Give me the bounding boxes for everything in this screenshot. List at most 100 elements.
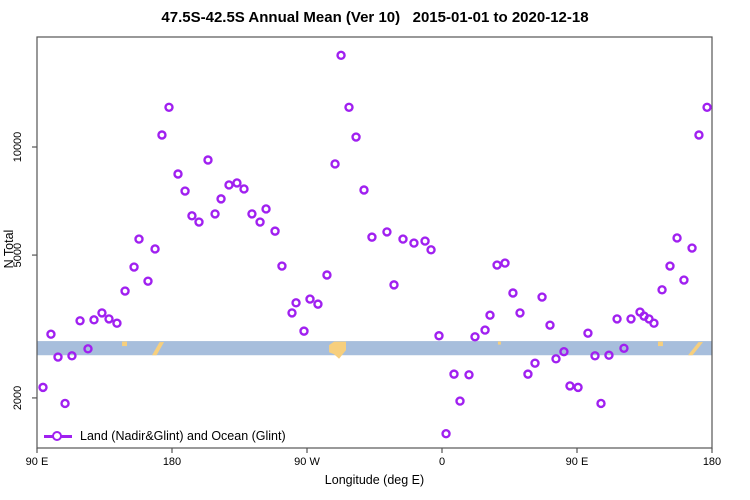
x-tick-label: 0 — [439, 456, 445, 468]
data-point — [565, 381, 575, 391]
data-point — [239, 184, 249, 194]
land-patch — [152, 342, 165, 356]
data-point — [60, 398, 70, 409]
data-point — [523, 369, 533, 379]
data-point — [470, 332, 480, 342]
data-point — [596, 398, 606, 409]
data-point — [480, 325, 490, 335]
data-point — [702, 102, 712, 112]
data-point — [545, 320, 555, 330]
data-point — [83, 344, 93, 354]
data-point — [173, 169, 183, 179]
x-tick-label: 90 E — [26, 456, 49, 468]
data-point — [672, 233, 682, 243]
data-point — [367, 232, 377, 242]
data-point — [344, 102, 354, 112]
x-axis-title: Longitude (deg E) — [324, 473, 425, 487]
data-point — [53, 352, 63, 362]
data-point — [537, 292, 547, 302]
open-circle-icon — [52, 430, 62, 441]
legend: Land (Nadir&Glint) and Ocean (Glint) — [44, 428, 286, 444]
legend-marker-icon — [44, 428, 72, 444]
data-point — [336, 50, 346, 61]
data-point — [120, 286, 130, 296]
data-point — [382, 227, 392, 237]
data-point — [104, 314, 114, 324]
data-point — [150, 244, 160, 254]
data-point — [604, 350, 614, 360]
data-point — [330, 159, 340, 169]
data-point — [46, 329, 56, 339]
data-point — [270, 226, 280, 236]
data-point — [687, 243, 697, 253]
data-point — [665, 261, 675, 271]
data-point — [626, 314, 636, 324]
data-point — [194, 217, 204, 227]
legend-label: Land (Nadir&Glint) and Ocean (Glint) — [80, 429, 286, 443]
data-point — [455, 396, 465, 406]
data-point — [619, 343, 629, 353]
data-point — [187, 211, 197, 221]
y-tick-label: 5000 — [12, 243, 24, 267]
data-point — [322, 270, 332, 280]
data-point — [97, 308, 107, 318]
data-point — [559, 347, 569, 357]
data-point — [305, 294, 315, 304]
data-point — [464, 370, 474, 380]
data-point — [203, 155, 213, 165]
data-point — [492, 260, 502, 270]
data-point — [143, 276, 153, 286]
data-point — [164, 102, 174, 112]
data-point — [129, 262, 139, 272]
data-point — [583, 328, 593, 338]
data-point — [359, 185, 369, 195]
data-point — [500, 258, 510, 268]
data-point — [573, 382, 583, 393]
data-point — [224, 180, 234, 190]
data-point — [551, 354, 561, 364]
data-point — [38, 382, 48, 393]
land-patch — [688, 342, 703, 356]
data-point — [180, 186, 190, 196]
data-point — [299, 326, 309, 336]
chart-title: 47.5S-42.5S Annual Mean (Ver 10) 2015-01… — [161, 9, 589, 26]
data-point — [351, 132, 361, 142]
data-point — [508, 288, 518, 298]
data-point — [657, 285, 667, 295]
data-point — [287, 308, 297, 318]
data-point — [530, 358, 540, 368]
data-point — [277, 261, 287, 271]
y-tick-label: 10000 — [12, 132, 24, 163]
data-point — [313, 299, 323, 309]
data-point — [157, 130, 167, 140]
data-point — [112, 318, 122, 328]
data-point — [420, 236, 430, 246]
data-point — [75, 316, 85, 326]
land-patch — [497, 341, 501, 345]
data-point — [441, 428, 451, 439]
data-point — [426, 245, 436, 255]
data-point — [291, 298, 301, 308]
data-point — [449, 369, 459, 379]
y-axis-title: N Total — [2, 229, 16, 269]
land-patch — [329, 341, 346, 359]
x-tick-label: 90 E — [566, 456, 589, 468]
data-point — [67, 351, 77, 361]
ocean-band — [37, 341, 712, 356]
data-point — [255, 217, 265, 227]
land-patch — [122, 341, 127, 347]
plot-box — [36, 36, 713, 449]
data-point — [398, 234, 408, 244]
data-point — [515, 308, 525, 318]
data-point — [485, 310, 495, 320]
x-tick-label: 180 — [703, 456, 721, 468]
data-point — [216, 194, 226, 204]
land-patch — [658, 341, 663, 347]
y-tick-label: 2000 — [12, 386, 24, 410]
data-point — [612, 314, 622, 324]
x-tick-label: 180 — [163, 456, 181, 468]
data-point — [590, 351, 600, 361]
data-point — [210, 209, 220, 219]
data-point — [434, 331, 444, 341]
